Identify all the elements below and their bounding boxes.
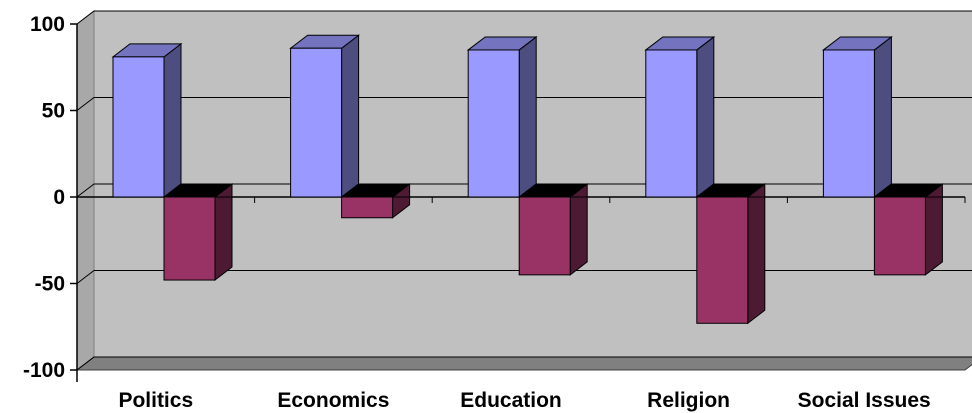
- y-tick-label: 0: [53, 186, 65, 209]
- bar-series-2: [164, 184, 232, 280]
- bar-front-face: [823, 50, 874, 197]
- bar-front-face: [468, 50, 519, 197]
- y-tick-label: 50: [42, 100, 65, 123]
- bar-side-face: [748, 184, 765, 323]
- bar-series-1: [291, 35, 359, 197]
- category-label: Politics: [118, 389, 193, 412]
- bar-series-2: [697, 184, 765, 323]
- bar-side-face: [519, 37, 536, 197]
- bar-side-face: [697, 37, 714, 197]
- x-axis-category-labels: Politics Economics Education Religion So…: [118, 389, 930, 412]
- category-label: Religion: [647, 389, 730, 412]
- bar-front-face: [519, 197, 570, 275]
- bar-series-2: [342, 184, 410, 218]
- bar-side-face: [570, 184, 587, 275]
- bar-side-face: [925, 184, 942, 275]
- bar-front-face: [646, 50, 697, 197]
- bar-front-face: [697, 197, 748, 323]
- bar-front-face: [164, 197, 215, 280]
- y-tick-label: -100: [23, 359, 65, 382]
- bar-series-1: [646, 37, 714, 197]
- bar-side-face: [342, 35, 359, 197]
- bar-series-2: [519, 184, 587, 275]
- bar-series-1: [823, 37, 891, 197]
- y-tick-label: -50: [35, 273, 65, 296]
- bar-side-face: [215, 184, 232, 280]
- bar-front-face: [291, 48, 342, 197]
- floor: [77, 357, 972, 370]
- bar-front-face: [874, 197, 925, 275]
- category-label: Economics: [277, 389, 389, 412]
- bar-series-1: [113, 44, 181, 197]
- y-axis-tick-labels: 100 50 0 -50 -100: [23, 13, 65, 382]
- bar-front-face: [342, 197, 393, 218]
- category-label: Education: [460, 389, 562, 412]
- y-tick-label: 100: [30, 13, 65, 36]
- bar-front-face: [113, 57, 164, 197]
- bar-series-2: [874, 184, 942, 275]
- category-label: Social Issues: [798, 389, 931, 412]
- bar-series-1: [468, 37, 536, 197]
- bar-side-face: [164, 44, 181, 197]
- bar-side-face: [874, 37, 891, 197]
